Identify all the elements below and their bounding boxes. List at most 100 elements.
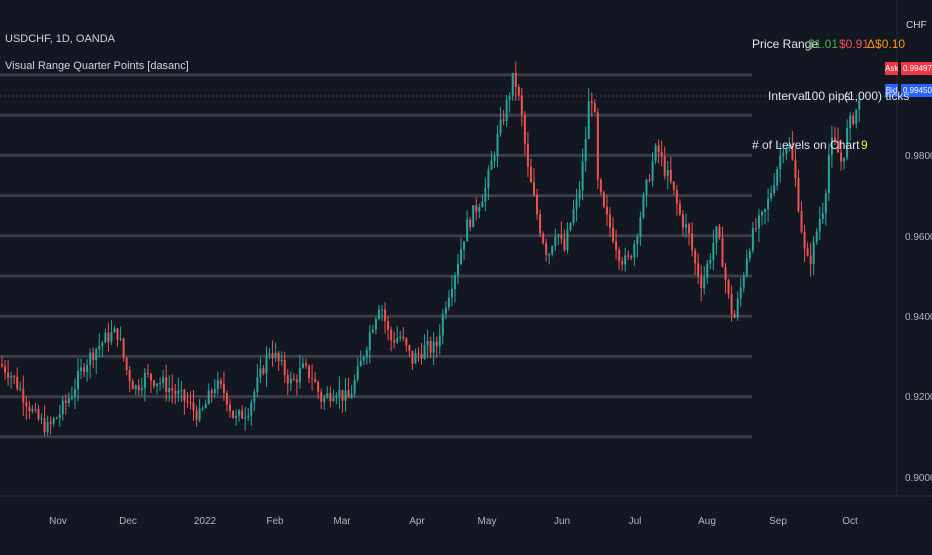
candle-down <box>663 156 666 176</box>
indicator-title[interactable]: Visual Range Quarter Points [dasanc] <box>5 60 189 72</box>
candlesticks <box>1 61 861 436</box>
candle-up <box>788 144 791 149</box>
candle-down <box>16 376 19 389</box>
candle-up <box>58 414 61 418</box>
candle-up <box>362 357 365 361</box>
time-axis-label: Oct <box>842 516 858 527</box>
candle-up <box>742 275 745 288</box>
candle-up <box>356 366 359 380</box>
candle-down <box>797 178 800 212</box>
candle-up <box>332 398 335 401</box>
candle-up <box>67 398 70 403</box>
time-axis-label: Jul <box>628 516 642 527</box>
candle-up <box>204 404 207 409</box>
symbol-title[interactable]: USDCHF, 1D, OANDA <box>5 33 116 45</box>
candle-down <box>420 353 423 359</box>
candle-up <box>19 388 22 390</box>
time-axis-label: 2022 <box>193 516 217 527</box>
candle-up <box>566 229 569 251</box>
candle-up <box>457 264 459 276</box>
candle-down <box>590 101 593 103</box>
candle-up <box>685 224 687 228</box>
price-range-delta: Δ$0.10 <box>867 37 906 51</box>
candle-down <box>314 379 317 383</box>
candle-up <box>444 307 447 315</box>
interval-label: Interval <box>768 89 808 103</box>
candle-up <box>466 219 469 242</box>
price-axis-currency: CHF <box>906 20 927 31</box>
candle-up <box>575 198 578 210</box>
candle-up <box>46 422 49 433</box>
candle-down <box>186 401 189 403</box>
candle-down <box>128 370 131 382</box>
candle-up <box>432 341 435 353</box>
candle-down <box>195 410 198 421</box>
candle-up <box>779 155 782 170</box>
candle-up <box>450 289 453 298</box>
candle-down <box>174 391 177 395</box>
candle-down <box>627 255 630 257</box>
candle-up <box>101 342 104 346</box>
candle-up <box>365 350 368 358</box>
candle-up <box>827 154 830 193</box>
candle-up <box>478 207 481 212</box>
candle-down <box>840 152 843 162</box>
candle-up <box>453 275 456 290</box>
candle-down <box>390 329 393 341</box>
candle-down <box>7 372 10 378</box>
candle-down <box>411 350 414 364</box>
candle-down <box>122 338 125 358</box>
candle-down <box>241 410 244 419</box>
price-range-low: $0.91 <box>839 37 870 51</box>
candle-down <box>563 238 566 251</box>
candle-down <box>25 402 28 407</box>
candle-down <box>724 266 727 280</box>
candle-up <box>493 156 496 161</box>
candle-down <box>146 372 149 374</box>
candle-down <box>609 214 611 228</box>
candle-up <box>654 145 657 162</box>
candle-down <box>688 224 691 234</box>
candle-up <box>739 287 742 299</box>
candle-down <box>833 137 836 142</box>
candle-up <box>782 153 785 156</box>
candle-up <box>359 360 362 367</box>
candle-down <box>137 385 140 391</box>
candle-up <box>335 396 338 399</box>
candle-down <box>593 102 596 113</box>
levels-count-label: # of Levels on Chart <box>752 138 860 152</box>
candle-up <box>399 336 402 339</box>
price-axis-label: 0.94000 <box>905 312 932 323</box>
candle-up <box>201 408 204 410</box>
candle-down <box>669 169 672 182</box>
candle-down <box>721 237 724 267</box>
candle-down <box>675 189 678 204</box>
candle-down <box>116 328 119 340</box>
candle-up <box>80 367 83 371</box>
candle-down <box>49 422 52 424</box>
candle-up <box>463 241 466 250</box>
candle-down <box>539 214 542 234</box>
candle-down <box>384 309 387 322</box>
candle-down <box>43 418 46 433</box>
candle-up <box>216 380 219 390</box>
candle-up <box>757 215 760 229</box>
candle-up <box>818 219 821 232</box>
candle-down <box>165 377 168 393</box>
candle-down <box>329 393 332 401</box>
candle-up <box>815 231 818 242</box>
ask-price-tag: 0.99497 <box>901 62 932 75</box>
candle-down <box>852 115 855 124</box>
candle-up <box>70 396 73 399</box>
candle-up <box>168 388 171 393</box>
candle-up <box>256 377 259 392</box>
candle-up <box>709 259 712 264</box>
candle-up <box>110 332 113 342</box>
candle-up <box>706 263 709 278</box>
candle-up <box>824 192 827 214</box>
candle-up <box>298 367 301 383</box>
candle-up <box>703 277 706 289</box>
candle-up <box>773 185 776 194</box>
